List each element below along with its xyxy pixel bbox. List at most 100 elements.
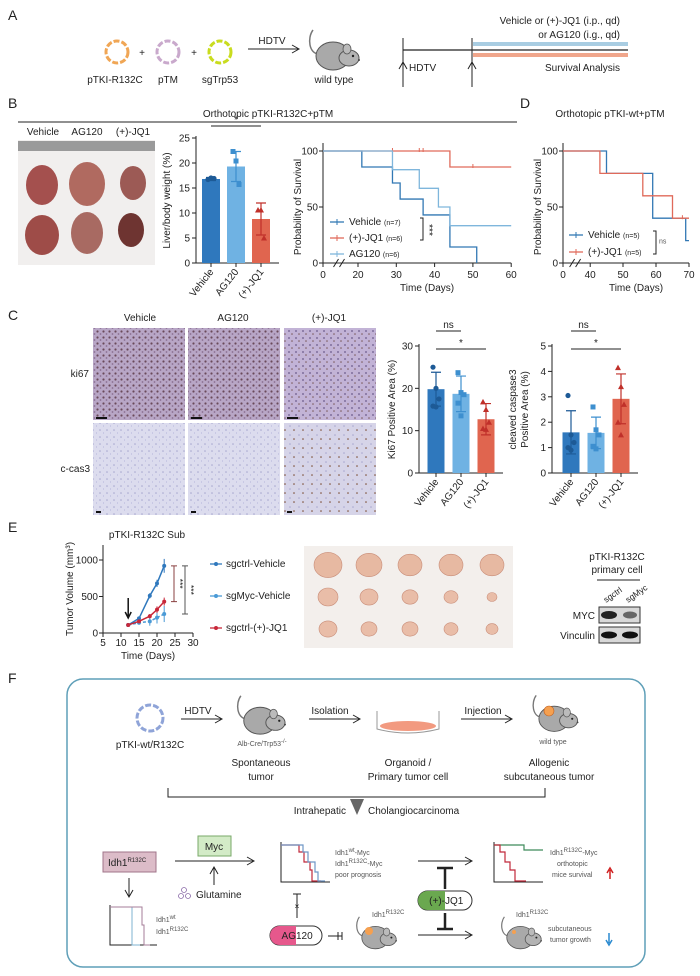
legend-label: Vehicle (n=7) xyxy=(349,217,401,228)
plus-sign: + xyxy=(191,48,197,59)
x-tick-label: 30 xyxy=(187,638,199,649)
blot-myc xyxy=(598,606,641,624)
panel-label-c: C xyxy=(8,307,18,323)
row-label: c-cas3 xyxy=(61,464,91,475)
tumor-sample xyxy=(318,620,338,638)
caption: Spontaneous xyxy=(232,758,291,769)
ag120-label-right: 120 xyxy=(296,931,313,942)
plus-sign: + xyxy=(139,48,145,59)
x-tick-label: 0 xyxy=(320,270,326,281)
y-tick-label: 0 xyxy=(407,469,413,480)
y-tick-label: 25 xyxy=(179,134,191,145)
x-tick-label: 70 xyxy=(683,270,695,281)
ihc-image xyxy=(188,328,280,420)
treatment-bar-red xyxy=(473,53,628,57)
data-point xyxy=(458,413,464,419)
data-point xyxy=(230,149,236,154)
y-tick-label: 10 xyxy=(402,426,414,437)
chart-title: pTKI-R132C Sub xyxy=(109,530,186,541)
bar xyxy=(452,393,470,473)
x-tick-label: 10 xyxy=(115,638,127,649)
disease-label: Intrahepatic xyxy=(294,806,346,817)
stat-label: ns xyxy=(659,239,667,246)
treatment-arrow-icon xyxy=(124,598,132,620)
km-plot-treated xyxy=(493,842,543,883)
x-tick-label: (+)-JQ1 xyxy=(237,267,267,301)
data-point xyxy=(483,406,489,412)
data-point xyxy=(436,396,442,402)
jq1-pill: (+)- JQ1 xyxy=(417,890,473,911)
y-tick-label: 500 xyxy=(81,592,98,603)
data-point xyxy=(155,615,159,620)
data-point xyxy=(590,443,596,449)
data-point xyxy=(618,383,624,390)
data-point xyxy=(155,581,159,586)
data-point xyxy=(147,619,152,624)
mouse-label: wild type xyxy=(314,75,354,86)
panel-label-d: D xyxy=(520,95,530,111)
x-tick-label: 60 xyxy=(650,270,662,281)
data-point xyxy=(147,593,152,598)
legend-swatch xyxy=(214,562,218,566)
caption: subcutaneous tumor xyxy=(504,772,595,783)
y-axis-label: Tumor Volume (mm³) xyxy=(65,542,76,636)
data-point xyxy=(211,175,217,182)
x-tick-label: 20 xyxy=(352,270,364,281)
x-tick-label: Vehicle xyxy=(188,267,217,300)
y-tick-label: 2 xyxy=(540,418,546,429)
y-tick-label: 100 xyxy=(541,147,558,158)
y-tick-label: 10 xyxy=(179,209,191,220)
significance-label: *** xyxy=(186,585,196,596)
x-tick-label: 30 xyxy=(391,270,403,281)
data-point xyxy=(430,364,436,370)
column-label: (+)-JQ1 xyxy=(312,313,347,324)
y-tick-label: 1 xyxy=(540,443,546,454)
mice-survival-label: mice survival xyxy=(552,872,593,879)
tumor-sample xyxy=(397,553,423,577)
significance-label: *** xyxy=(175,579,185,590)
x-tick-label: (+)-JQ1 xyxy=(462,477,492,511)
arrow-icon xyxy=(418,856,474,866)
y-axis-label: Probability of Survival xyxy=(293,159,304,255)
tumor-photo xyxy=(304,546,513,648)
stat-bracket xyxy=(420,217,424,241)
significance-bracket xyxy=(171,565,177,603)
tumor-sample xyxy=(359,588,379,606)
western-subtitle: primary cell xyxy=(591,565,642,576)
glutamine-icon xyxy=(178,887,191,899)
subcutaneous-label: subcutaneous xyxy=(548,926,592,933)
data-point xyxy=(480,398,486,405)
y-tick-label: 15 xyxy=(179,184,191,195)
band-label: MYC xyxy=(573,611,595,622)
arrow-up-red-icon xyxy=(606,866,614,879)
arrow-icon xyxy=(248,44,301,54)
tumor-icon xyxy=(543,705,555,717)
panel-a: + + pTKI-R132C pTM sgTrp53 HDTV wild typ… xyxy=(87,16,628,87)
km-chart-survival-r132c: 0 50 100 0 20 30 40 50 60 Time (Days) Probability … xyxy=(293,143,517,294)
tumor-sample xyxy=(401,589,419,605)
bracket xyxy=(167,788,546,798)
mouse-illustration xyxy=(356,916,398,950)
panel-label-f: F xyxy=(8,670,17,686)
y-tick-label: 0 xyxy=(184,259,190,270)
data-point xyxy=(433,404,439,410)
caption: tumor xyxy=(248,772,274,783)
western-blot: pTKI-R132C primary cell sgctrl sgMyc MYC… xyxy=(560,552,650,644)
y-axis-label: Liver/body weight (%) xyxy=(162,152,173,248)
tumor-icon xyxy=(365,927,373,935)
km-legend: Idh1wt-Myc xyxy=(335,848,370,857)
liver-photo xyxy=(18,140,155,265)
ihc-image xyxy=(284,328,376,420)
plasmid-icon xyxy=(135,703,165,733)
plasmid-label: pTKI-R132C xyxy=(87,75,143,86)
data-point xyxy=(236,182,242,187)
km-legend: Idh1R132C-Myc xyxy=(550,848,598,857)
axis-break-icon xyxy=(569,258,582,268)
ihc-image xyxy=(93,328,185,420)
genotype-label: Alb-Cre/Trp53-/- xyxy=(237,739,286,748)
x-tick-label: 40 xyxy=(585,270,597,281)
bar xyxy=(252,219,270,263)
significance-label: * xyxy=(594,338,598,349)
